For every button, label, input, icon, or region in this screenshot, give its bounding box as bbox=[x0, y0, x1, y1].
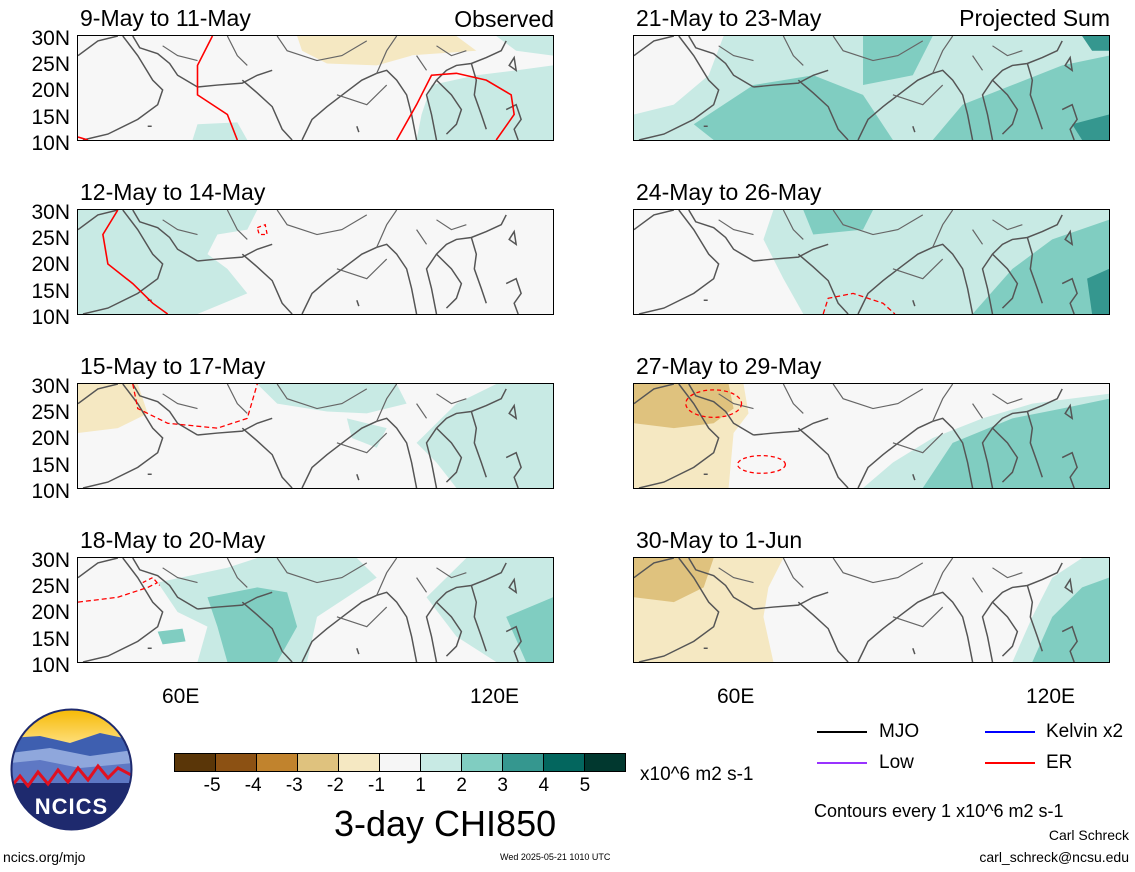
legend-label-low: Low bbox=[879, 752, 914, 773]
legend-label-mjo: MJO bbox=[879, 721, 920, 742]
legend-line-er bbox=[985, 762, 1035, 764]
colorbar-tick-label: 2 bbox=[456, 775, 467, 796]
timestamp: Wed 2025-05-21 1010 UTC bbox=[500, 852, 611, 862]
author-name: Carl Schreck bbox=[1048, 827, 1129, 843]
ncics-logo: NCICS bbox=[10, 708, 133, 831]
panel-title: 30-May to 1-Jun bbox=[636, 527, 803, 553]
colorbar-swatch bbox=[339, 754, 380, 771]
lon-label-120e-left: 120E bbox=[470, 685, 520, 708]
panel-corner-label: Projected Sum bbox=[959, 5, 1110, 31]
colorbar-swatch bbox=[421, 754, 462, 771]
colorbar-swatch bbox=[175, 754, 216, 771]
map-panel-5 bbox=[633, 35, 1110, 141]
colorbar-swatch bbox=[462, 754, 503, 771]
colorbar-tick-label: -1 bbox=[368, 775, 385, 796]
map-panel-7 bbox=[633, 383, 1110, 489]
figure-title: 3-day CHI850 bbox=[334, 803, 557, 844]
logo-text: NCICS bbox=[34, 794, 109, 819]
map-panel-1 bbox=[77, 35, 554, 141]
colorbar-swatch bbox=[257, 754, 298, 771]
contour-note: Contours every 1 x10^6 m2 s-1 bbox=[814, 801, 1064, 821]
colorbar-tick-label: 3 bbox=[497, 775, 508, 796]
colorbar-swatch bbox=[544, 754, 585, 771]
panel-title: 15-May to 17-May bbox=[80, 353, 266, 379]
lon-label-60e-right: 60E bbox=[717, 685, 755, 708]
panel-title: 18-May to 20-May bbox=[80, 527, 266, 553]
panel-title: 21-May to 23-May bbox=[636, 5, 822, 31]
colorbar bbox=[174, 753, 626, 772]
legend-label-er: ER bbox=[1046, 752, 1073, 773]
colorbar-swatch bbox=[585, 754, 625, 771]
author-email: carl_schreck@ncsu.edu bbox=[979, 849, 1129, 865]
colorbar-tick-label: 5 bbox=[579, 775, 591, 796]
lon-label-120e-right: 120E bbox=[1026, 685, 1076, 708]
colorbar-swatch bbox=[380, 754, 421, 771]
colorbar-tick-label: 1 bbox=[415, 775, 426, 796]
map-panel-2 bbox=[77, 209, 554, 315]
legend-label-kelvin: Kelvin x2 bbox=[1046, 721, 1124, 742]
colorbar-tick-label: -5 bbox=[203, 775, 221, 796]
colorbar-tick-label: 4 bbox=[538, 775, 550, 796]
map-panel-6 bbox=[633, 209, 1110, 315]
site-url: ncics.org/mjo bbox=[3, 849, 86, 865]
legend-line-low bbox=[817, 762, 867, 764]
panel-title: 12-May to 14-May bbox=[80, 179, 266, 205]
map-panel-3 bbox=[77, 383, 554, 489]
colorbar-swatch bbox=[216, 754, 257, 771]
panel-title: 9-May to 11-May bbox=[80, 5, 251, 31]
legend-line-mjo bbox=[817, 731, 867, 733]
colorbar-units: x10^6 m2 s-1 bbox=[640, 764, 754, 785]
map-panel-4 bbox=[77, 557, 554, 663]
colorbar-swatch bbox=[503, 754, 544, 771]
colorbar-tick-label: -2 bbox=[326, 775, 344, 796]
panel-corner-label: Observed bbox=[454, 6, 554, 32]
legend-line-kelvin bbox=[985, 731, 1035, 733]
colorbar-swatch bbox=[298, 754, 339, 771]
map-panel-8 bbox=[633, 557, 1110, 663]
lon-label-60e-left: 60E bbox=[162, 685, 200, 708]
colorbar-tick-label: -3 bbox=[285, 775, 303, 796]
panel-title: 27-May to 29-May bbox=[636, 353, 822, 379]
colorbar-tick-label: -4 bbox=[244, 775, 262, 796]
panel-title: 24-May to 26-May bbox=[636, 179, 822, 205]
